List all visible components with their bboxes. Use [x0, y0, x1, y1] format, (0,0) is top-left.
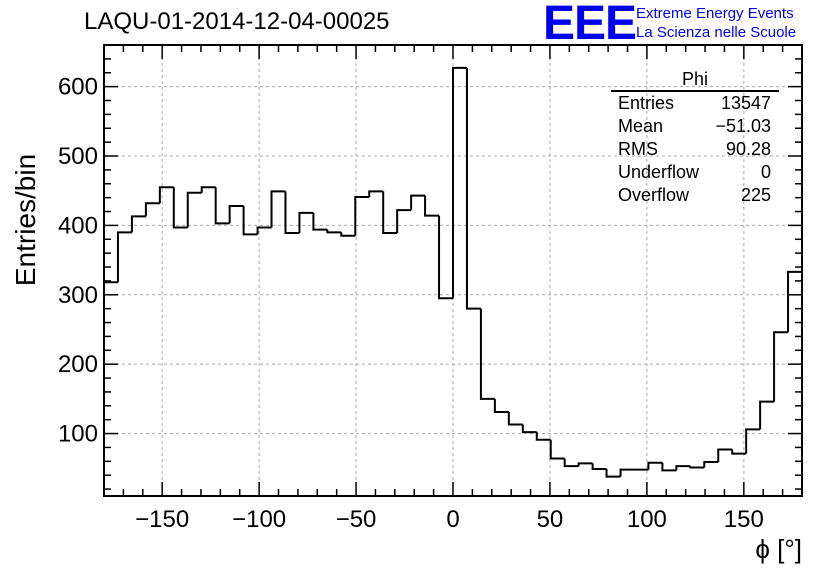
histogram-bin [438, 215, 453, 300]
logo-line-2: La Scienza nelle Scuole [636, 24, 797, 41]
histogram-bin [312, 212, 328, 231]
histogram-bin [396, 209, 412, 234]
x-tick-label: −100 [232, 506, 286, 533]
stats-row-rms: RMS 90.28 [611, 138, 779, 161]
logo-line-1: Extreme Energy Events [636, 5, 794, 22]
histogram-bin [298, 211, 314, 234]
stats-label: Entries [618, 93, 675, 113]
histogram-bin [103, 281, 118, 496]
stats-label: Mean [618, 116, 664, 136]
histogram-bin [284, 191, 300, 235]
stats-row-entries: Entries 13547 [611, 92, 779, 115]
histogram-bin [703, 461, 719, 468]
histogram-bin [521, 424, 537, 434]
histogram-bin [535, 432, 551, 441]
histogram-bin [382, 191, 398, 235]
histogram-bin [745, 428, 761, 454]
x-tick-label: 0 [446, 506, 459, 533]
histogram-bin [424, 195, 440, 217]
histogram-bin [647, 461, 663, 470]
histogram-bin [549, 439, 565, 460]
histogram-bin [172, 187, 188, 229]
histogram-bin [242, 205, 258, 236]
x-tick-label: 100 [627, 506, 667, 533]
stats-row-mean: Mean −51.03 [611, 115, 779, 138]
histogram-bin [270, 190, 286, 228]
histogram-bin [759, 400, 775, 430]
y-tick-label: 200 [58, 351, 98, 378]
y-tick-label: 100 [58, 421, 98, 448]
stats-value: 0 [760, 162, 771, 182]
histogram-bin [563, 458, 579, 468]
logo-caption: Extreme Energy Events La Scienza nelle S… [636, 4, 796, 42]
x-tick-label: 50 [537, 506, 564, 533]
stats-row-overflow: Overflow 225 [611, 184, 779, 207]
histogram-bin [717, 448, 733, 463]
histogram-bin [130, 215, 146, 233]
histogram-bin [479, 308, 495, 400]
histogram-bin [368, 190, 384, 197]
stats-box: Phi Entries 13547 Mean −51.03 RMS 90.28 … [611, 68, 779, 207]
histogram-bin [619, 468, 635, 477]
histogram-bin [591, 463, 607, 470]
stats-value: 90.28 [725, 139, 771, 159]
stats-row-underflow: Underflow 0 [611, 161, 779, 184]
x-tick-label: −50 [336, 506, 377, 533]
histogram-bin [689, 466, 705, 469]
histogram-bin [493, 398, 509, 414]
histogram-bin [158, 186, 174, 204]
x-tick-label: 150 [724, 506, 764, 533]
histogram-bin [354, 195, 370, 236]
histogram-bin [577, 462, 593, 467]
histogram-bin [787, 270, 802, 333]
histogram-bin [731, 449, 747, 455]
histogram-bin [661, 462, 677, 472]
stats-title: Phi [611, 68, 779, 92]
y-tick-label: 500 [58, 143, 98, 170]
stats-label: RMS [618, 139, 658, 159]
y-tick-label: 600 [58, 74, 98, 101]
histogram-bin [256, 226, 272, 235]
histogram-bin [410, 194, 426, 211]
histogram-bin [452, 66, 467, 299]
histogram-bin [200, 186, 216, 193]
histogram-bin [773, 331, 789, 402]
histogram-bin [186, 191, 202, 228]
histogram-bin [340, 232, 356, 237]
stats-label: Underflow [618, 162, 700, 182]
stats-value: 13547 [720, 93, 771, 113]
histogram-bin [214, 187, 230, 225]
run-title: LAQU-01-2014-12-04-00025 [84, 8, 390, 35]
y-tick-label: 300 [58, 282, 98, 309]
stats-value: 225 [740, 185, 771, 205]
histogram-bin [116, 231, 132, 283]
y-tick-label: 400 [58, 212, 98, 239]
histogram-bin [605, 468, 621, 478]
histogram-bin [228, 204, 244, 224]
eee-logo: EEE [543, 0, 637, 50]
histogram-bin [465, 67, 481, 310]
x-tick-label: −150 [135, 506, 189, 533]
histogram-bin [326, 229, 342, 234]
histogram-bin [675, 465, 691, 471]
histogram-bin [507, 412, 523, 426]
histogram-bin [144, 202, 160, 217]
x-axis-label: ϕ [°] [755, 534, 802, 564]
stats-label: Overflow [618, 185, 690, 205]
stats-value: −51.03 [715, 116, 771, 136]
